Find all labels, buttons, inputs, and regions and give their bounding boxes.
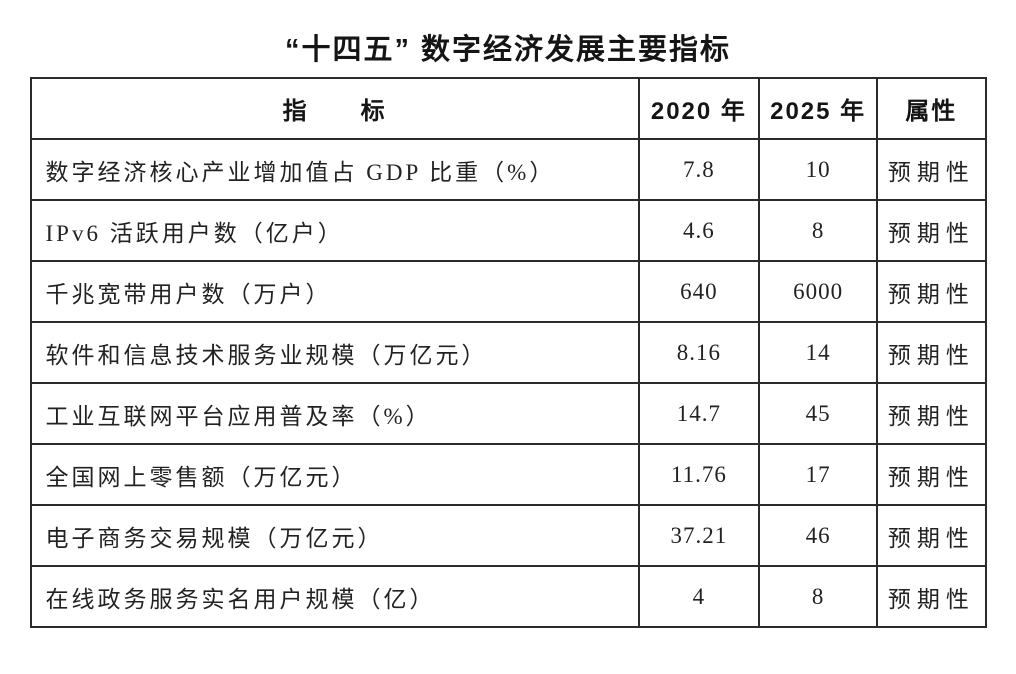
cell-indicator: 在线政务服务实名用户规模（亿） xyxy=(29,565,640,628)
cell-2025-value: 8 xyxy=(758,199,879,262)
cell-attribute: 预期性 xyxy=(876,443,987,506)
cell-attribute: 预期性 xyxy=(876,260,987,323)
table-row: 在线政务服务实名用户规模（亿） 4 8 预期性 xyxy=(29,565,987,628)
table-row: 数字经济核心产业增加值占 GDP 比重（%） 7.8 10 预期性 xyxy=(29,138,987,201)
cell-indicator: 工业互联网平台应用普及率（%） xyxy=(29,382,640,445)
cell-indicator: 数字经济核心产业增加值占 GDP 比重（%） xyxy=(29,138,640,201)
cell-indicator: IPv6 活跃用户数（亿户） xyxy=(29,199,640,262)
cell-attribute: 预期性 xyxy=(876,199,987,262)
cell-2020-value: 11.76 xyxy=(637,443,761,506)
cell-2020-value: 4 xyxy=(637,565,761,628)
cell-2025-value: 8 xyxy=(758,565,879,628)
header-2025: 2025 年 xyxy=(758,77,879,140)
table-row: IPv6 活跃用户数（亿户） 4.6 8 预期性 xyxy=(29,199,987,262)
cell-2025-value: 17 xyxy=(758,443,879,506)
table-row: 软件和信息技术服务业规模（万亿元） 8.16 14 预期性 xyxy=(29,321,987,384)
cell-attribute: 预期性 xyxy=(876,504,987,567)
table-header-row: 指 标 2020 年 2025 年 属性 xyxy=(29,77,987,140)
cell-2025-value: 10 xyxy=(758,138,879,201)
document-title: “十四五” 数字经济发展主要指标 xyxy=(284,34,732,66)
header-2020: 2020 年 xyxy=(637,77,761,140)
cell-2020-value: 7.8 xyxy=(637,138,761,201)
cell-2025-value: 6000 xyxy=(758,260,879,323)
table-row: 电子商务交易规模（万亿元） 37.21 46 预期性 xyxy=(29,504,987,567)
cell-2020-value: 4.6 xyxy=(637,199,761,262)
cell-indicator: 软件和信息技术服务业规模（万亿元） xyxy=(29,321,640,384)
header-indicator: 指 标 xyxy=(29,77,640,140)
cell-indicator: 千兆宽带用户数（万户） xyxy=(29,260,640,323)
header-attribute: 属性 xyxy=(876,77,987,140)
cell-attribute: 预期性 xyxy=(876,138,987,201)
cell-indicator: 全国网上零售额（万亿元） xyxy=(29,443,640,506)
table-row: 全国网上零售额（万亿元） 11.76 17 预期性 xyxy=(29,443,987,506)
cell-indicator: 电子商务交易规模（万亿元） xyxy=(29,504,640,567)
indicator-table: 指 标 2020 年 2025 年 属性 数字经济核心产业增加值占 GDP 比重… xyxy=(29,77,987,628)
cell-2020-value: 14.7 xyxy=(637,382,761,445)
cell-attribute: 预期性 xyxy=(876,321,987,384)
cell-2025-value: 45 xyxy=(758,382,879,445)
table-row: 千兆宽带用户数（万户） 640 6000 预期性 xyxy=(29,260,987,323)
cell-2020-value: 8.16 xyxy=(637,321,761,384)
cell-attribute: 预期性 xyxy=(876,565,987,628)
cell-2025-value: 46 xyxy=(758,504,879,567)
cell-2020-value: 640 xyxy=(637,260,761,323)
cell-attribute: 预期性 xyxy=(876,382,987,445)
cell-2020-value: 37.21 xyxy=(637,504,761,567)
cell-2025-value: 14 xyxy=(758,321,879,384)
table-row: 工业互联网平台应用普及率（%） 14.7 45 预期性 xyxy=(29,382,987,445)
